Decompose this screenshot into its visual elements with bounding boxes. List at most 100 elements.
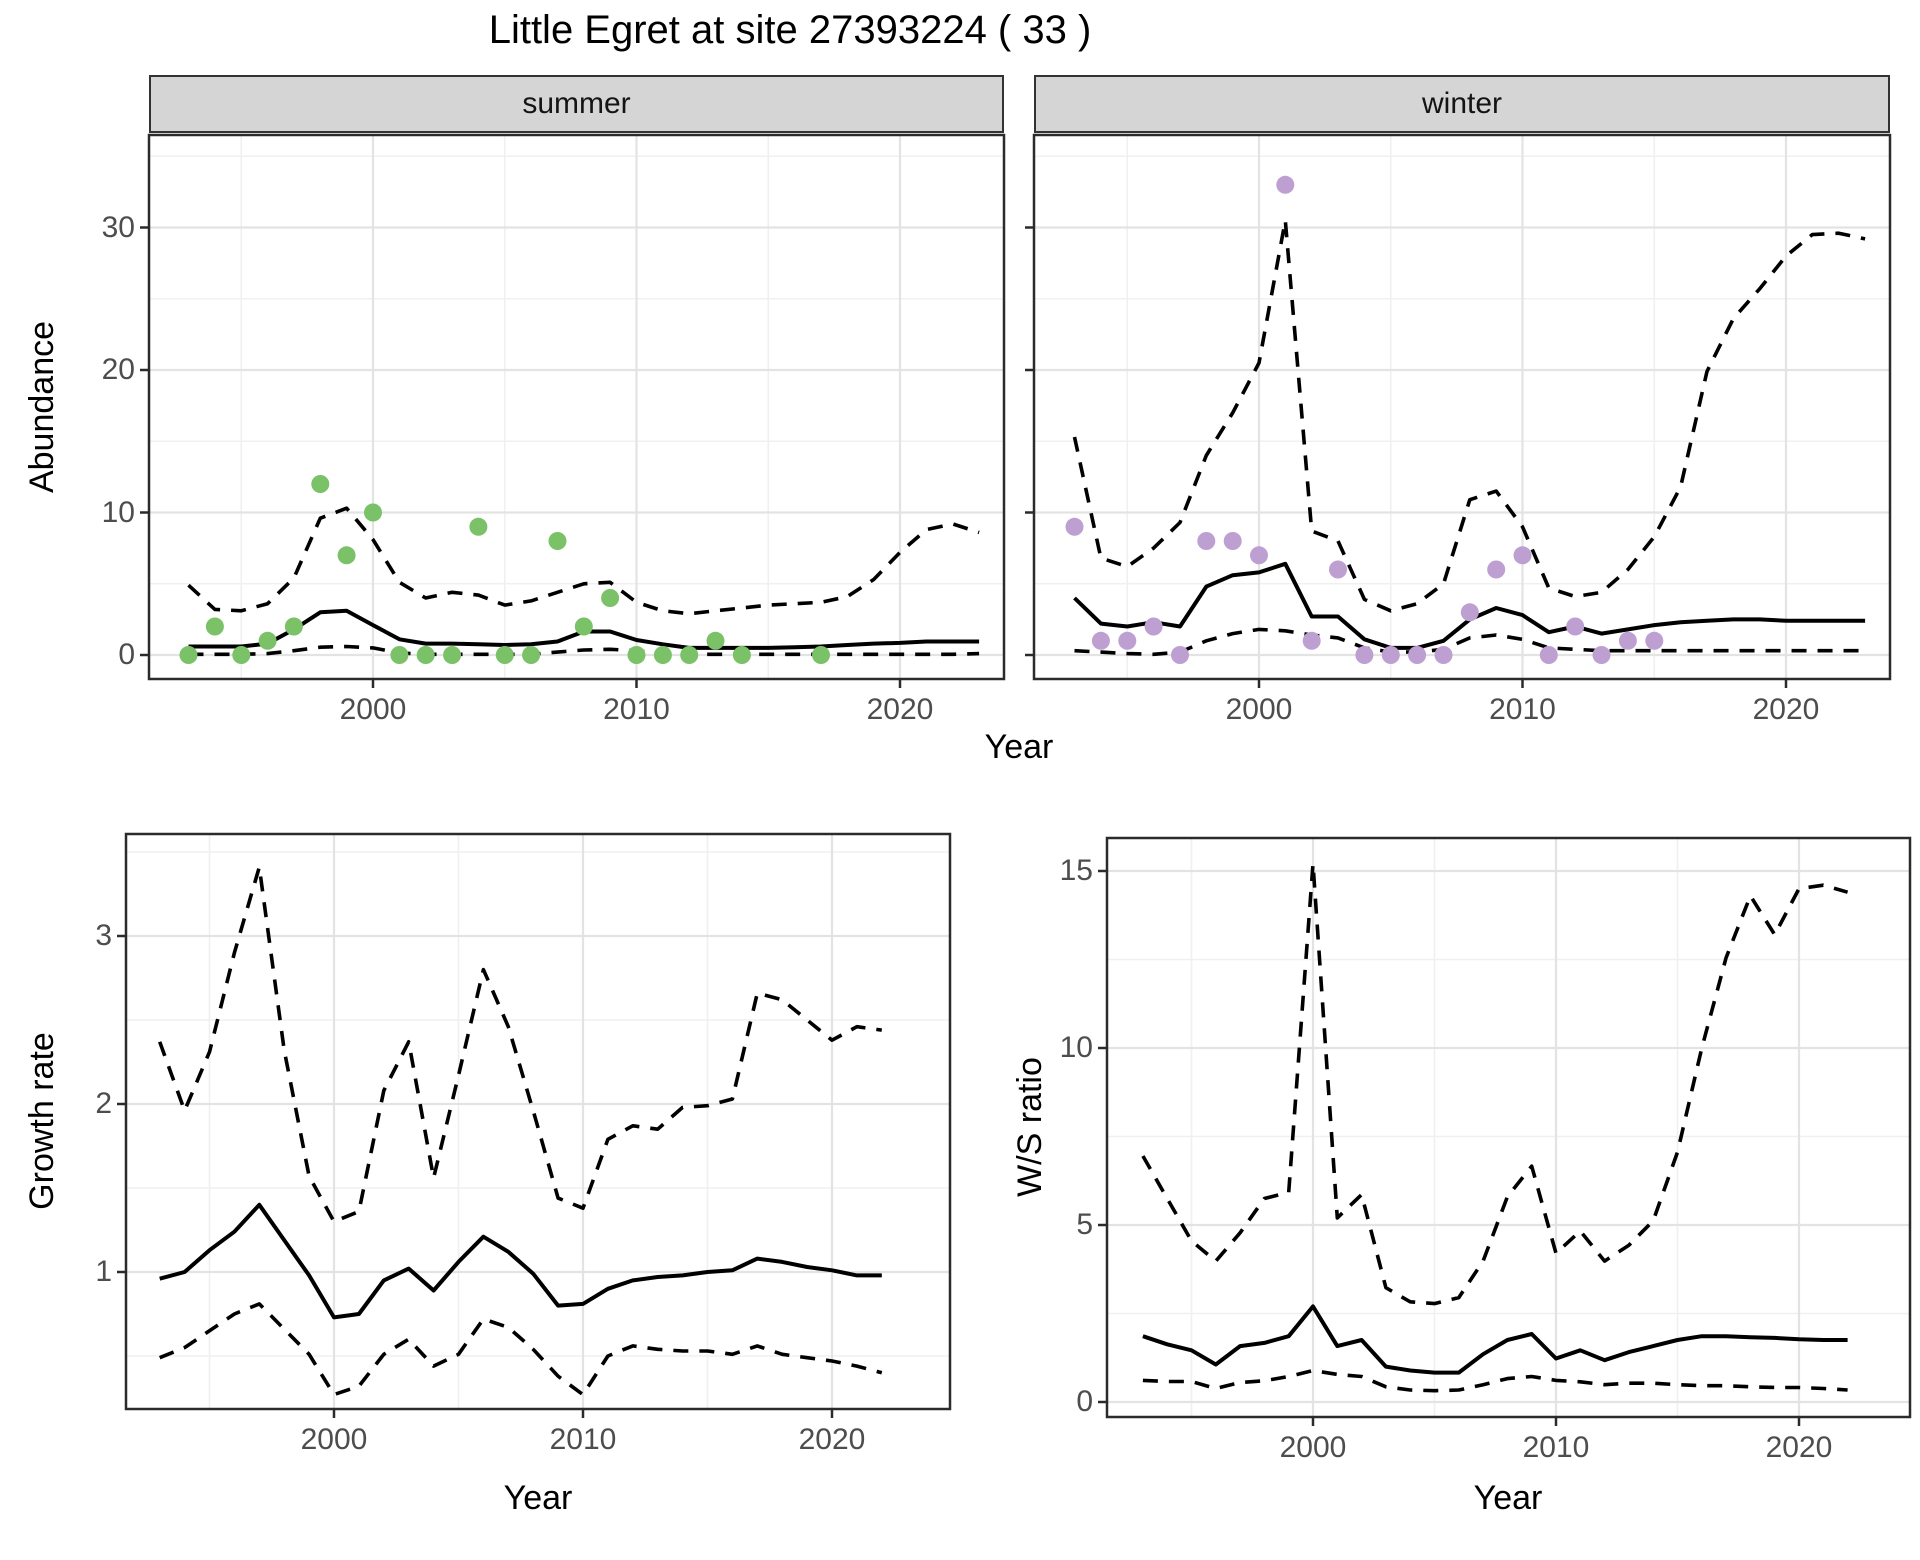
- data-point-observed-counts-summer: [548, 532, 567, 550]
- data-point-observed-counts-summer: [284, 617, 303, 636]
- x-axis-title-year-growth: Year: [503, 1479, 573, 1517]
- y-axis-title-growth-rate: Growth rate: [23, 1032, 61, 1210]
- data-point-observed-counts-winter: [1618, 631, 1637, 650]
- x-axis-title-year-ws: Year: [1473, 1479, 1543, 1517]
- panel-ws-ratio: [1098, 836, 1912, 1426]
- series-ws-ratio-median: [1142, 1304, 1848, 1375]
- data-point-observed-counts-winter: [1329, 560, 1347, 579]
- data-point-observed-counts-winter: [1223, 532, 1242, 550]
- data-point-observed-counts-summer: [364, 503, 382, 522]
- y-tick-label: 3: [95, 919, 112, 952]
- series-abundance-winter-upper-95-ci: [1072, 218, 1866, 613]
- x-tick-label: 2010: [1489, 693, 1556, 726]
- data-point-observed-counts-winter: [1487, 560, 1506, 579]
- data-point-observed-counts-summer: [416, 646, 435, 664]
- data-point-observed-counts-summer: [469, 517, 488, 536]
- x-tick-label: 2000: [300, 1423, 368, 1456]
- data-point-observed-counts-summer: [179, 646, 198, 664]
- data-point-observed-counts-winter: [1091, 631, 1110, 650]
- y-tick-label: 0: [118, 638, 135, 671]
- x-tick-label: 2020: [1752, 693, 1820, 726]
- x-tick-label: 2010: [603, 693, 670, 726]
- y-axis-title-abundance: Abundance: [23, 320, 61, 494]
- data-point-observed-counts-winter: [1118, 631, 1137, 650]
- series-growth-rate-lower-95-ci: [159, 1302, 883, 1397]
- data-point-observed-counts-summer: [205, 617, 224, 636]
- data-point-observed-counts-winter: [1513, 546, 1532, 565]
- data-point-observed-counts-summer: [232, 646, 251, 664]
- facet-strip-winter: winter: [1034, 75, 1890, 133]
- y-tick-label: 1: [95, 1255, 112, 1288]
- panel-border: [124, 832, 952, 1411]
- data-point-observed-counts-summer: [258, 631, 277, 650]
- series-abundance-summer-upper-95-ci: [187, 506, 980, 616]
- x-tick-label: 2000: [339, 693, 407, 726]
- y-tick-label: 10: [101, 495, 135, 529]
- panel-growth-rate: [117, 832, 952, 1418]
- data-point-observed-counts-summer: [495, 646, 514, 664]
- data-point-observed-counts-winter: [1302, 631, 1321, 650]
- series-ws-ratio-lower-95-ci: [1142, 1368, 1848, 1393]
- data-point-observed-counts-winter: [1276, 175, 1295, 194]
- data-point-observed-counts-summer: [390, 646, 409, 664]
- y-tick-label: 15: [1059, 854, 1093, 887]
- data-point-observed-counts-winter: [1566, 617, 1585, 636]
- data-point-observed-counts-summer: [653, 646, 672, 664]
- x-axis-title-year-top: Year: [984, 728, 1054, 766]
- figure-title: Little Egret at site 27393224 ( 33 ): [488, 8, 1092, 52]
- data-point-observed-counts-winter: [1171, 646, 1189, 664]
- y-tick-label: 0: [1076, 1385, 1093, 1418]
- y-tick-label: 5: [1076, 1208, 1093, 1241]
- data-point-observed-counts-summer: [812, 646, 830, 664]
- data-point-observed-counts-winter: [1539, 646, 1558, 664]
- x-tick-label: 2010: [549, 1423, 617, 1456]
- data-point-observed-counts-winter: [1144, 617, 1163, 636]
- data-point-observed-counts-winter: [1592, 646, 1611, 664]
- x-tick-label: 2020: [798, 1423, 866, 1456]
- data-point-observed-counts-summer: [627, 646, 646, 664]
- data-point-observed-counts-winter: [1645, 631, 1664, 650]
- y-tick-label: 30: [101, 210, 135, 244]
- data-point-observed-counts-summer: [311, 475, 330, 493]
- data-point-observed-counts-winter: [1434, 646, 1453, 664]
- data-point-observed-counts-winter: [1355, 646, 1374, 664]
- x-tick-label: 2020: [866, 693, 934, 726]
- y-tick-label: 2: [95, 1087, 112, 1120]
- data-point-observed-counts-summer: [443, 646, 462, 664]
- data-point-observed-counts-winter: [1460, 603, 1479, 622]
- data-point-observed-counts-summer: [522, 646, 541, 664]
- panel-border: [147, 133, 1006, 681]
- facet-strip-summer: summer: [149, 75, 1004, 133]
- data-point-observed-counts-summer: [732, 646, 751, 664]
- series-ws-ratio-upper-95-ci: [1141, 862, 1849, 1306]
- panel-abundance-summer: [140, 133, 1006, 688]
- data-point-observed-counts-winter: [1065, 517, 1084, 536]
- x-tick-label: 2010: [1522, 1431, 1590, 1464]
- panel-border: [1032, 133, 1892, 681]
- series-abundance-summer-lower-95-ci: [188, 644, 980, 657]
- y-tick-label: 20: [101, 353, 135, 386]
- panel-abundance-winter: [1025, 133, 1892, 688]
- data-point-observed-counts-winter: [1197, 532, 1216, 550]
- x-tick-label: 2000: [1225, 693, 1293, 726]
- data-point-observed-counts-summer: [337, 546, 356, 565]
- y-tick-label: 10: [1059, 1031, 1093, 1064]
- facet-strip-summer-label: summer: [522, 87, 631, 120]
- series-growth-rate-upper-95-ci: [158, 865, 883, 1224]
- series-abundance-winter-lower-95-ci: [1074, 627, 1866, 657]
- data-point-observed-counts-winter: [1381, 646, 1400, 664]
- facet-strip-winter-label: winter: [1421, 87, 1503, 120]
- series-growth-rate-median: [159, 1202, 882, 1320]
- data-point-observed-counts-winter: [1408, 646, 1427, 664]
- x-tick-label: 2000: [1279, 1431, 1347, 1464]
- data-point-observed-counts-summer: [706, 631, 725, 650]
- data-point-observed-counts-summer: [680, 646, 699, 664]
- panel-border: [1105, 836, 1912, 1419]
- data-point-observed-counts-summer: [574, 617, 593, 636]
- x-tick-label: 2020: [1765, 1431, 1833, 1464]
- y-axis-title-ws-ratio: W/S ratio: [1011, 1057, 1049, 1197]
- data-point-observed-counts-summer: [601, 589, 620, 607]
- data-point-observed-counts-winter: [1250, 546, 1268, 565]
